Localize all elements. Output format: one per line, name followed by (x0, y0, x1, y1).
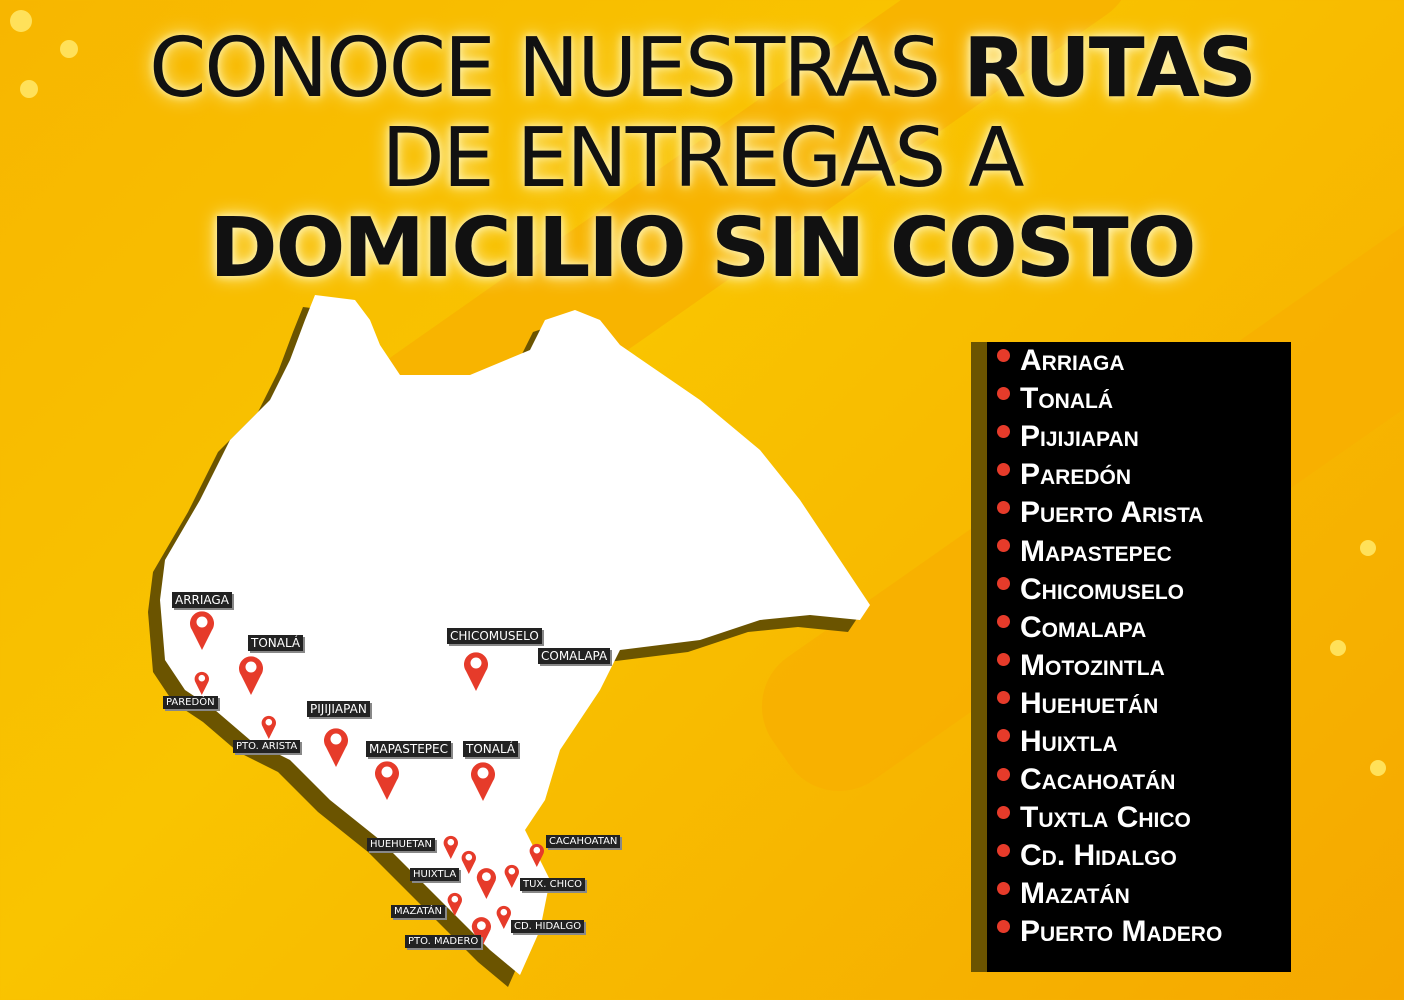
map-label-arriaga: ARRIAGA (172, 592, 232, 608)
bullet-icon (997, 424, 1010, 438)
map-pin-icon (496, 905, 512, 933)
map-pin-icon (323, 727, 349, 771)
route-item: Cacahoatán (987, 761, 1291, 799)
map-pin-icon (238, 655, 264, 699)
map-label-huehuetan: HUEHUETAN (367, 838, 435, 851)
bullet-icon (997, 805, 1010, 819)
map-pin-icon (261, 715, 277, 743)
route-item: Tuxtla Chico (987, 799, 1291, 837)
route-item: Cd. Hidalgo (987, 837, 1291, 875)
headline-line-3: DOMICILIO SIN COSTO (209, 201, 1197, 296)
decor-dot (20, 80, 38, 98)
route-item: Arriaga (987, 342, 1291, 380)
map-label-pto-arista: PTO. ARISTA (233, 740, 301, 753)
map-pin-icon (447, 892, 463, 920)
decor-dot (60, 40, 78, 58)
route-item: Mazatán (987, 875, 1291, 913)
route-item: Motozintla (987, 647, 1291, 685)
route-item: Puerto Madero (987, 913, 1291, 951)
headline-regular: CONOCE NUESTRAS (149, 21, 964, 116)
route-name: Mapastepec (1020, 534, 1172, 568)
map-label-chicomuselo: CHICOMUSELO (447, 628, 542, 644)
route-name: Paredón (1020, 458, 1132, 492)
map-label-tonala-2: TONALÁ (463, 741, 519, 757)
route-name: Puerto Arista (1020, 496, 1204, 530)
map-label-mazatan: MAZATÁN (391, 905, 446, 918)
route-item: Huehuetán (987, 685, 1291, 723)
headline-bold: RUTAS (963, 21, 1257, 116)
route-item: Tonalá (987, 380, 1291, 418)
route-name: Arriaga (1020, 344, 1125, 378)
map-label-mapastepec: MAPASTEPEC (366, 741, 451, 757)
decor-dot (10, 10, 32, 32)
bullet-icon (997, 500, 1010, 514)
route-name: Huehuetán (1020, 686, 1159, 720)
bullet-icon (997, 729, 1010, 743)
map-label-comalapa: COMALAPA (538, 648, 611, 664)
headline-line-2: DE ENTREGAS A (381, 111, 1025, 206)
decor-dot (1330, 640, 1346, 656)
route-name: Pijijiapan (1020, 420, 1139, 454)
map-pin-icon (476, 867, 497, 903)
bullet-icon (997, 577, 1010, 591)
map-pin-icon (529, 843, 545, 871)
bullet-icon (997, 767, 1010, 781)
bullet-icon (997, 386, 1010, 400)
bullet-icon (997, 462, 1010, 476)
decor-dot (1370, 760, 1386, 776)
routes-panel: Arriaga Tonalá Pijijiapan Paredón Puerto Ari… (987, 342, 1291, 972)
route-name: Comalapa (1020, 610, 1147, 644)
route-name: Tuxtla Chico (1020, 801, 1191, 835)
map-pin-icon (443, 835, 459, 863)
route-item: Mapastepec (987, 532, 1291, 570)
map-label-cd-hidalgo: CD. HIDALGO (511, 920, 585, 933)
route-item: Chicomuselo (987, 571, 1291, 609)
map-label-pijijiapan: PIJIJIAPAN (307, 701, 370, 717)
map-label-tonala: TONALÁ (248, 635, 304, 651)
route-name: Huixtla (1020, 724, 1118, 758)
bullet-icon (997, 539, 1010, 553)
bullet-icon (997, 653, 1010, 667)
map-label-cacahoatan: CACAHOATAN (546, 835, 621, 848)
route-item: Pijijiapan (987, 418, 1291, 456)
headline-line-1: CONOCE NUESTRAS RUTAS (0, 28, 1404, 110)
route-name: Tonalá (1020, 382, 1113, 416)
route-item: Huixtla (987, 723, 1291, 761)
route-item: Paredón (987, 456, 1291, 494)
route-item: Comalapa (987, 609, 1291, 647)
map-pin-icon (374, 760, 400, 804)
map-label-pto-madero: PTO. MADERO (405, 935, 482, 948)
bullet-icon (997, 348, 1010, 362)
route-name: Motozintla (1020, 648, 1165, 682)
map-pin-icon (461, 850, 477, 878)
bullet-icon (997, 615, 1010, 629)
map-label-huixtla: HUIXTLA (410, 868, 460, 881)
route-item: Puerto Arista (987, 494, 1291, 532)
map-label-tux-chico: TUX. CHICO (520, 878, 585, 891)
route-name: Chicomuselo (1020, 572, 1184, 606)
bullet-icon (997, 919, 1010, 933)
decor-dot (1360, 540, 1376, 556)
map-pin-icon (463, 651, 489, 695)
bullet-icon (997, 843, 1010, 857)
map-pin-icon (470, 761, 496, 805)
map-label-paredon: PAREDÓN (163, 696, 218, 709)
bullet-icon (997, 691, 1010, 705)
map-pin-icon (471, 916, 492, 952)
map-pin-icon (504, 864, 520, 892)
route-name: Mazatán (1020, 877, 1130, 911)
route-name: Cd. Hidalgo (1020, 839, 1177, 873)
map-pin-icon (194, 671, 210, 699)
map-pin-icon (189, 610, 215, 654)
route-name: Puerto Madero (1020, 915, 1223, 949)
bullet-icon (997, 881, 1010, 895)
route-name: Cacahoatán (1020, 763, 1176, 797)
